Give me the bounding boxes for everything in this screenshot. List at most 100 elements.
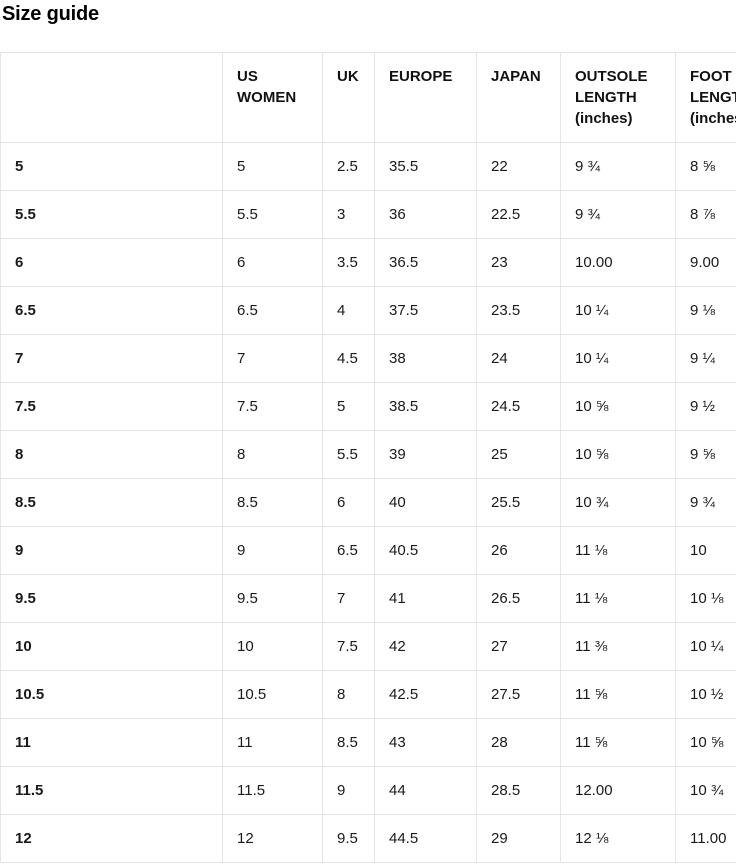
column-header-europe: EUROPE [374, 52, 477, 143]
table-cell: 23.5 [476, 286, 561, 335]
table-cell: 9 ¾ [675, 478, 736, 527]
column-header-outsole-length: OUTSOLE LENGTH (inches) [560, 52, 676, 143]
row-size-label: 6.5 [0, 286, 223, 335]
table-cell: 9.5 [322, 814, 375, 863]
table-cell: 8.5 [222, 478, 323, 527]
table-cell: 8 ⅞ [675, 190, 736, 239]
table-cell: 36.5 [374, 238, 477, 287]
table-cell: 22 [476, 142, 561, 191]
row-size-label: 9 [0, 526, 223, 575]
table-cell: 7.5 [322, 622, 375, 671]
table-cell: 6.5 [222, 286, 323, 335]
page-title: Size guide [2, 3, 99, 25]
table-cell: 11 ⅜ [560, 622, 676, 671]
row-size-label: 5.5 [0, 190, 223, 239]
table-cell: 11 ⅛ [560, 574, 676, 623]
table-cell: 40.5 [374, 526, 477, 575]
table-cell: 38 [374, 334, 477, 383]
table-cell: 29 [476, 814, 561, 863]
table-row: 10.5 10.5 8 42.5 27.5 11 ⅝ 10 ½ [0, 670, 736, 719]
row-size-label: 11.5 [0, 766, 223, 815]
table-cell: 10 [222, 622, 323, 671]
table-cell: 11 ⅝ [560, 670, 676, 719]
table-cell: 3 [322, 190, 375, 239]
table-cell: 8 ⅝ [675, 142, 736, 191]
table-cell: 6 [322, 478, 375, 527]
table-cell: 35.5 [374, 142, 477, 191]
table-cell: 11.5 [222, 766, 323, 815]
row-size-label: 12 [0, 814, 223, 863]
table-cell: 12 [222, 814, 323, 863]
table-cell: 9 ¼ [675, 334, 736, 383]
table-cell: 9 ¾ [560, 142, 676, 191]
column-header-japan: JAPAN [476, 52, 561, 143]
table-cell: 6.5 [322, 526, 375, 575]
table-cell: 4 [322, 286, 375, 335]
table-cell: 39 [374, 430, 477, 479]
column-header-foot-length: FOOT LENGTH (inches) [675, 52, 736, 143]
table-cell: 42 [374, 622, 477, 671]
table-cell: 36 [374, 190, 477, 239]
row-size-label: 7 [0, 334, 223, 383]
table-row: 6 6 3.5 36.5 23 10.00 9.00 [0, 238, 736, 287]
table-cell: 10 ½ [675, 670, 736, 719]
table-cell: 12.00 [560, 766, 676, 815]
table-row: 11 11 8.5 43 28 11 ⅝ 10 ⅝ [0, 718, 736, 767]
table-cell: 26.5 [476, 574, 561, 623]
size-guide-table: US WOMEN UK EUROPE JAPAN OUTSOLE LENGTH … [0, 52, 736, 863]
table-cell: 8.5 [322, 718, 375, 767]
table-cell: 10 ¾ [560, 478, 676, 527]
table-cell: 5 [322, 382, 375, 431]
column-header-size [0, 52, 223, 143]
row-size-label: 8.5 [0, 478, 223, 527]
table-cell: 8 [222, 430, 323, 479]
table-cell: 3.5 [322, 238, 375, 287]
table-cell: 23 [476, 238, 561, 287]
table-row: 11.5 11.5 9 44 28.5 12.00 10 ¾ [0, 766, 736, 815]
table-cell: 8 [322, 670, 375, 719]
table-cell: 11 ⅛ [560, 526, 676, 575]
column-header-uk: UK [322, 52, 375, 143]
table-cell: 10 ¾ [675, 766, 736, 815]
table-cell: 4.5 [322, 334, 375, 383]
table-cell: 40 [374, 478, 477, 527]
table-cell: 28.5 [476, 766, 561, 815]
table-cell: 7 [222, 334, 323, 383]
table-cell: 5 [222, 142, 323, 191]
table-cell: 28 [476, 718, 561, 767]
table-row: 9.5 9.5 7 41 26.5 11 ⅛ 10 ⅛ [0, 574, 736, 623]
table-cell: 9.00 [675, 238, 736, 287]
table-cell: 11 [222, 718, 323, 767]
table-cell: 44 [374, 766, 477, 815]
column-header-us-women: US WOMEN [222, 52, 323, 143]
table-row: 9 9 6.5 40.5 26 11 ⅛ 10 [0, 526, 736, 575]
table-cell: 10.5 [222, 670, 323, 719]
table-row: 12 12 9.5 44.5 29 12 ⅛ 11.00 [0, 814, 736, 863]
table-cell: 42.5 [374, 670, 477, 719]
table-cell: 43 [374, 718, 477, 767]
table-cell: 10 [675, 526, 736, 575]
table-cell: 25.5 [476, 478, 561, 527]
table-cell: 10 ⅝ [560, 430, 676, 479]
table-cell: 5.5 [322, 430, 375, 479]
table-cell: 26 [476, 526, 561, 575]
table-cell: 7 [322, 574, 375, 623]
table-cell: 6 [222, 238, 323, 287]
table-cell: 11.00 [675, 814, 736, 863]
table-cell: 27 [476, 622, 561, 671]
table-cell: 7.5 [222, 382, 323, 431]
row-size-label: 5 [0, 142, 223, 191]
row-size-label: 10.5 [0, 670, 223, 719]
table-cell: 24 [476, 334, 561, 383]
table-cell: 9 [222, 526, 323, 575]
table-row: 10 10 7.5 42 27 11 ⅜ 10 ¼ [0, 622, 736, 671]
table-cell: 10.00 [560, 238, 676, 287]
row-size-label: 9.5 [0, 574, 223, 623]
table-cell: 10 ¼ [560, 334, 676, 383]
